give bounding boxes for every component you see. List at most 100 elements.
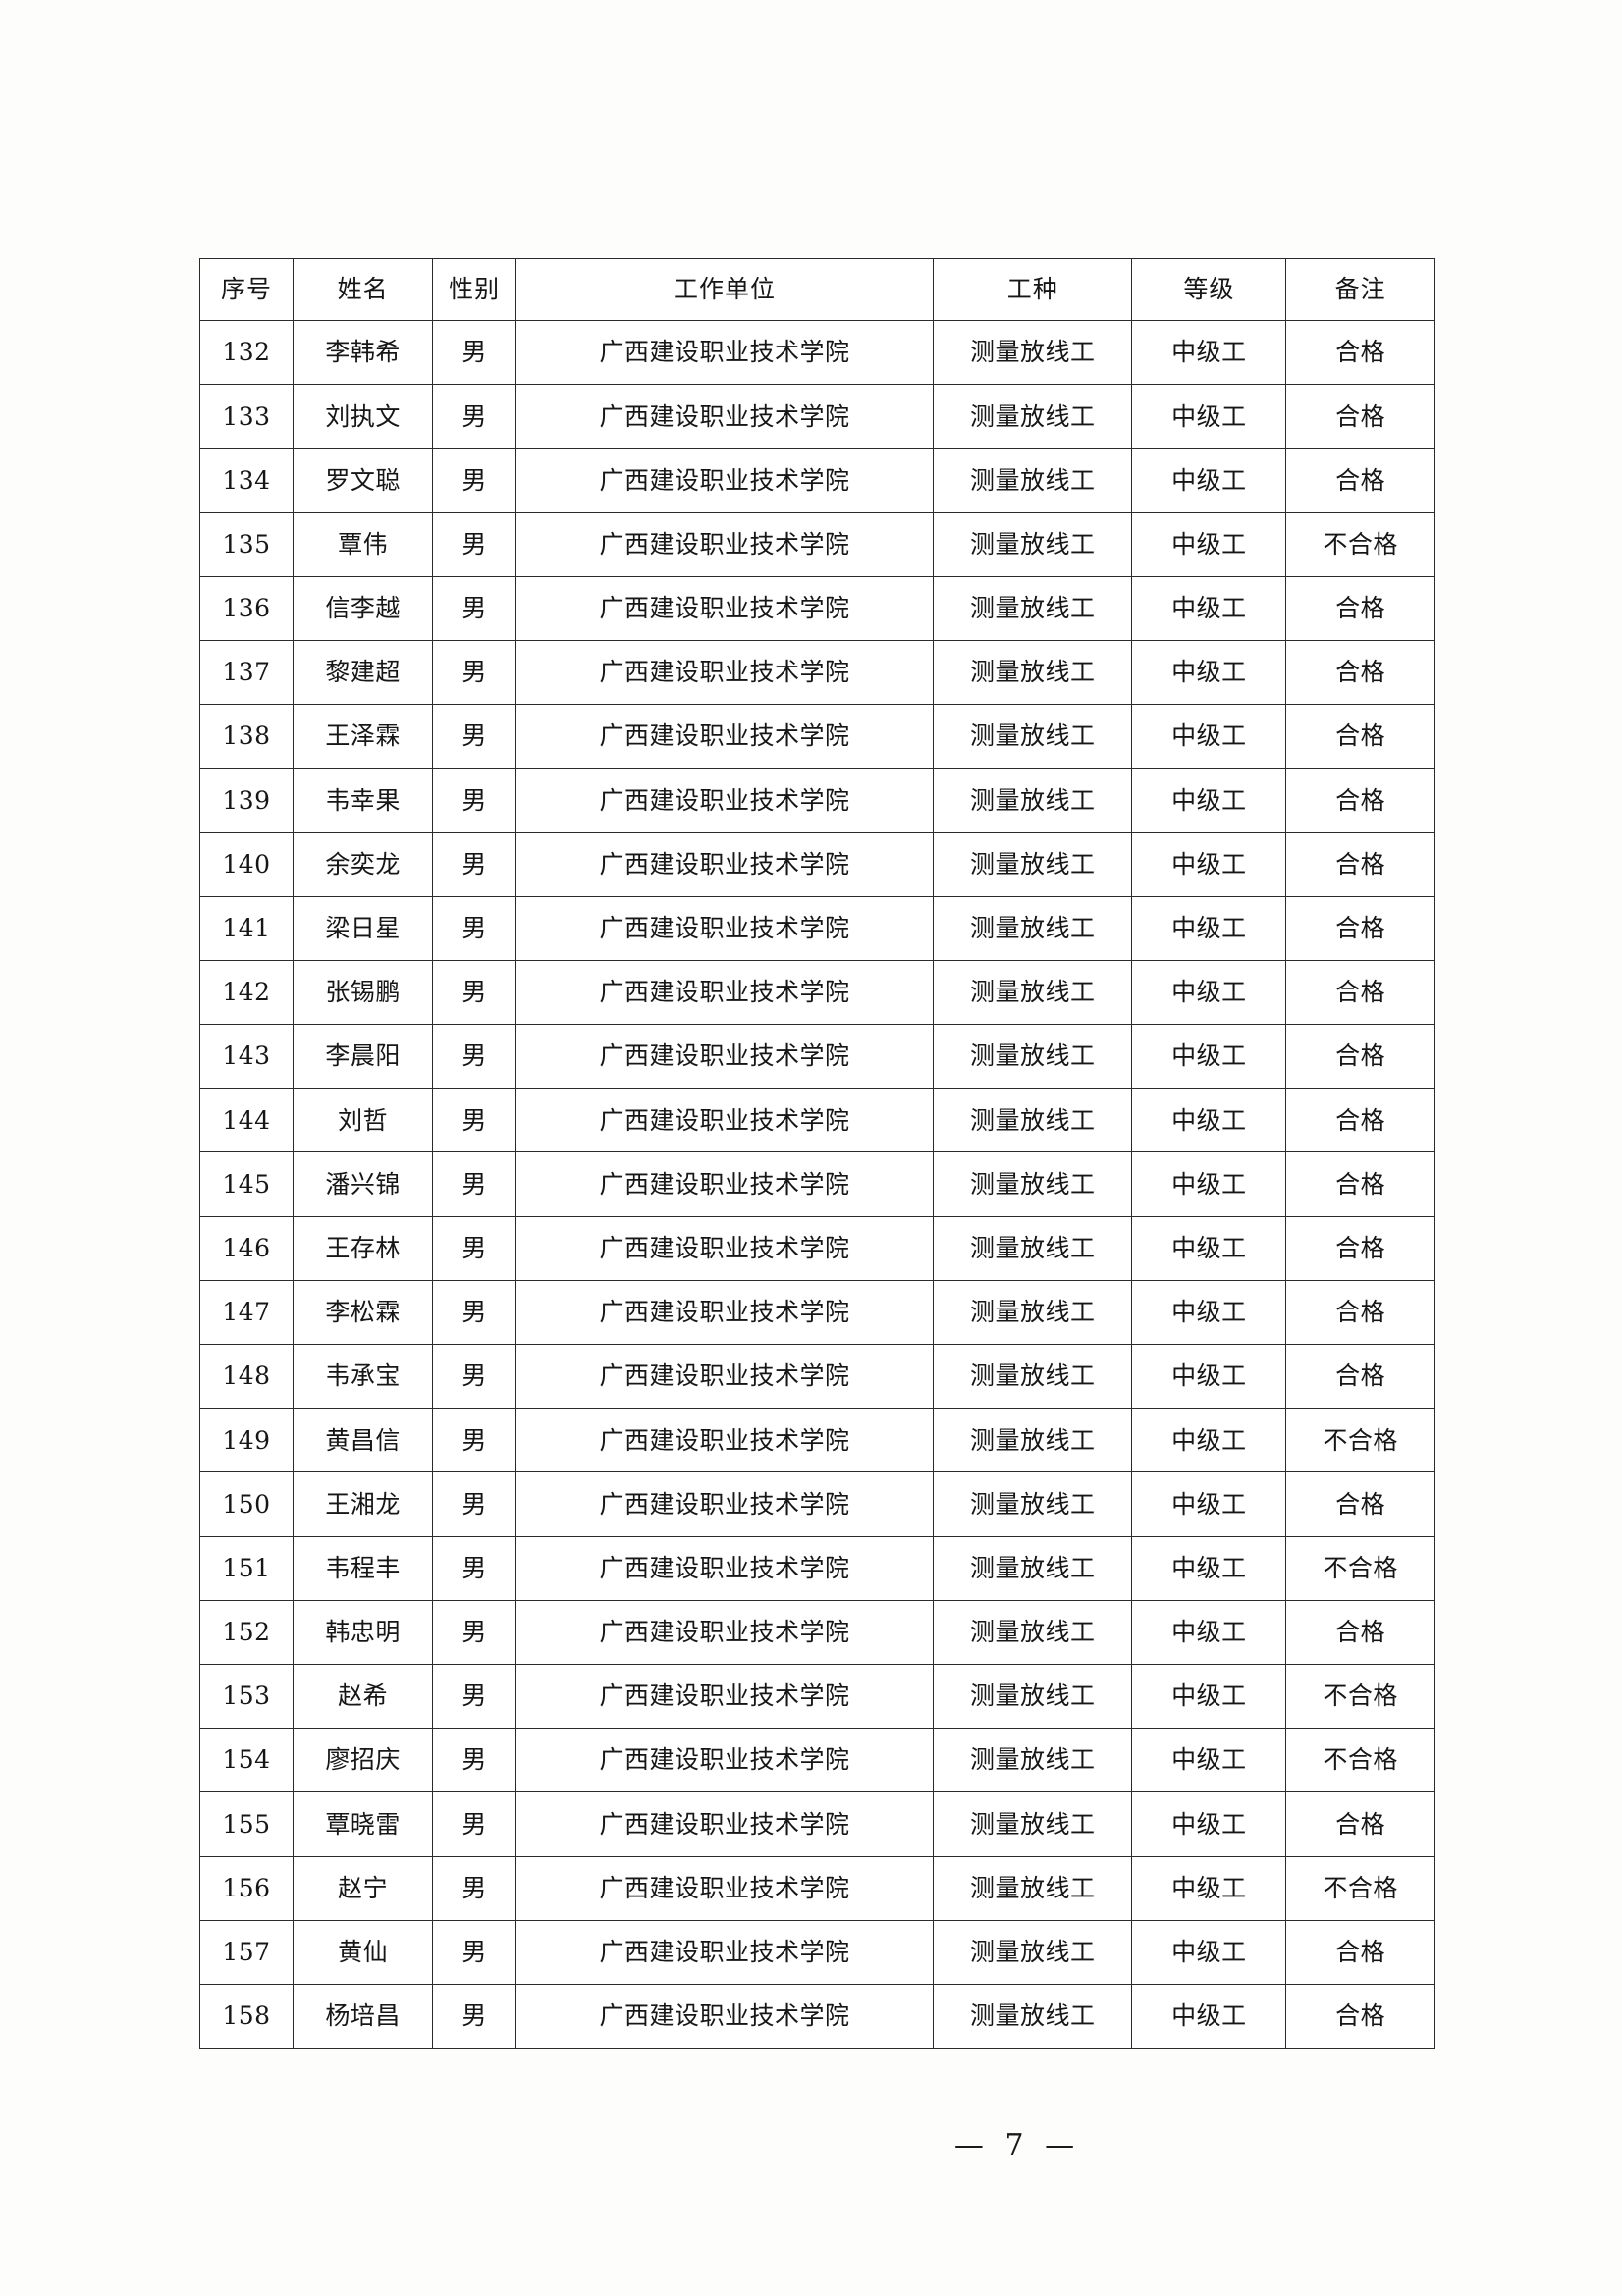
- cell-name: 覃伟: [292, 511, 434, 577]
- cell-name: 黎建超: [292, 639, 434, 706]
- table-row: 140 余奕龙男广西建设职业技术学院 测量放线工 中级工 合格: [199, 831, 1435, 897]
- table-row: 144 刘哲男广西建设职业技术学院 测量放线工 中级工 合格: [199, 1088, 1435, 1153]
- cell-level: 中级工: [1131, 1343, 1287, 1410]
- cell-note: 合格: [1285, 1919, 1435, 1985]
- cell-sex: 男: [432, 1728, 516, 1793]
- cell-note: 合格: [1285, 959, 1435, 1026]
- cell-note: 合格: [1285, 1024, 1435, 1090]
- cell-unit: 广西建设职业技术学院: [514, 319, 935, 386]
- cell-note: 合格: [1285, 1279, 1435, 1346]
- cell-level: 中级工: [1131, 831, 1287, 897]
- cell-sex: 男: [432, 384, 516, 450]
- cell-note: 合格: [1285, 319, 1435, 386]
- cell-note: 不合格: [1285, 511, 1435, 577]
- cell-level: 中级工: [1131, 1408, 1287, 1473]
- cell-note: 合格: [1285, 1983, 1435, 2050]
- cell-sex: 男: [432, 959, 516, 1026]
- cell-sex: 男: [432, 1215, 516, 1281]
- cell-unit: 广西建设职业技术学院: [514, 1599, 935, 1665]
- cell-seq: 134: [199, 448, 294, 513]
- cell-level: 中级工: [1131, 1151, 1287, 1217]
- cell-seq: 150: [199, 1471, 294, 1537]
- cell-name: 梁日星: [292, 895, 434, 961]
- table-row: 138 王泽霖男广西建设职业技术学院 测量放线工 中级工 合格: [199, 704, 1435, 770]
- cell-unit: 广西建设职业技术学院: [514, 1983, 935, 2050]
- cell-note: 合格: [1285, 768, 1435, 833]
- table-row: 150 王湘龙男广西建设职业技术学院 测量放线工 中级工 合格: [199, 1471, 1435, 1537]
- cell-note: 合格: [1285, 704, 1435, 770]
- cell-job: 测量放线工: [933, 1088, 1133, 1153]
- cell-seq: 136: [199, 575, 294, 641]
- cell-note: 合格: [1285, 1088, 1435, 1153]
- cell-seq: 146: [199, 1215, 294, 1281]
- cell-job: 测量放线工: [933, 1408, 1133, 1473]
- cell-unit: 广西建设职业技术学院: [514, 1024, 935, 1090]
- cell-level: 中级工: [1131, 1024, 1287, 1090]
- cell-unit: 广西建设职业技术学院: [514, 1855, 935, 1921]
- table-row: 141 梁日星男广西建设职业技术学院 测量放线工 中级工 合格: [199, 895, 1435, 961]
- cell-level: 中级工: [1131, 1535, 1287, 1601]
- cell-name: 余奕龙: [292, 831, 434, 897]
- cell-job: 测量放线工: [933, 384, 1133, 450]
- cell-note: 合格: [1285, 448, 1435, 513]
- cell-seq: 141: [199, 895, 294, 961]
- cell-job: 测量放线工: [933, 575, 1133, 641]
- cell-level: 中级工: [1131, 1279, 1287, 1346]
- page-footer: — 7 —: [0, 2128, 1622, 2163]
- cell-sex: 男: [432, 768, 516, 833]
- cell-note: 合格: [1285, 1151, 1435, 1217]
- cell-name: 王湘龙: [292, 1471, 434, 1537]
- cell-sex: 男: [432, 1791, 516, 1857]
- cell-job: 测量放线工: [933, 1983, 1133, 2050]
- cell-level: 中级工: [1131, 959, 1287, 1026]
- table-row: 132 李韩希男广西建设职业技术学院 测量放线工 中级工 合格: [199, 319, 1435, 386]
- cell-note: 不合格: [1285, 1663, 1435, 1730]
- cell-job: 测量放线工: [933, 1471, 1133, 1537]
- cell-unit: 广西建设职业技术学院: [514, 768, 935, 833]
- cell-job: 测量放线工: [933, 1215, 1133, 1281]
- cell-job: 测量放线工: [933, 768, 1133, 833]
- cell-sex: 男: [432, 704, 516, 770]
- cell-sex: 男: [432, 1088, 516, 1153]
- cell-job: 测量放线工: [933, 704, 1133, 770]
- cell-job: 测量放线工: [933, 1535, 1133, 1601]
- cell-name: 刘执文: [292, 384, 434, 450]
- cell-unit: 广西建设职业技术学院: [514, 1343, 935, 1410]
- cell-level: 中级工: [1131, 575, 1287, 641]
- cell-sex: 男: [432, 1024, 516, 1090]
- cell-unit: 广西建设职业技术学院: [514, 448, 935, 513]
- cell-level: 中级工: [1131, 1983, 1287, 2050]
- cell-job: 测量放线工: [933, 1279, 1133, 1346]
- cell-name: 李晨阳: [292, 1024, 434, 1090]
- cell-job: 测量放线工: [933, 1855, 1133, 1921]
- cell-note: 不合格: [1285, 1855, 1435, 1921]
- table-row: 139 韦幸果男广西建设职业技术学院 测量放线工 中级工 合格: [199, 768, 1435, 833]
- cell-job: 测量放线工: [933, 895, 1133, 961]
- cell-sex: 男: [432, 1599, 516, 1665]
- cell-job: 测量放线工: [933, 959, 1133, 1026]
- cell-seq: 149: [199, 1408, 294, 1473]
- cell-seq: 140: [199, 831, 294, 897]
- cell-level: 中级工: [1131, 448, 1287, 513]
- cell-note: 合格: [1285, 575, 1435, 641]
- cell-sex: 男: [432, 1408, 516, 1473]
- cell-note: 合格: [1285, 831, 1435, 897]
- cell-unit: 广西建设职业技术学院: [514, 639, 935, 706]
- cell-unit: 广西建设职业技术学院: [514, 1728, 935, 1793]
- table-row: 154 廖招庆男广西建设职业技术学院 测量放线工 中级工 不合格: [199, 1728, 1435, 1793]
- cell-unit: 广西建设职业技术学院: [514, 1919, 935, 1985]
- cell-name: 潘兴锦: [292, 1151, 434, 1217]
- cell-seq: 142: [199, 959, 294, 1026]
- cell-name: 韦程丰: [292, 1535, 434, 1601]
- cell-seq: 139: [199, 768, 294, 833]
- cell-sex: 男: [432, 1279, 516, 1346]
- cell-note: 合格: [1285, 384, 1435, 450]
- cell-level: 中级工: [1131, 1728, 1287, 1793]
- cell-note: 合格: [1285, 895, 1435, 961]
- cell-seq: 143: [199, 1024, 294, 1090]
- table-row: 137 黎建超男广西建设职业技术学院 测量放线工 中级工 合格: [199, 639, 1435, 706]
- table-row: 149 黄昌信男广西建设职业技术学院 测量放线工 中级工 不合格: [199, 1408, 1435, 1473]
- cell-sex: 男: [432, 1919, 516, 1985]
- cell-name: 李韩希: [292, 319, 434, 386]
- cell-sex: 男: [432, 575, 516, 641]
